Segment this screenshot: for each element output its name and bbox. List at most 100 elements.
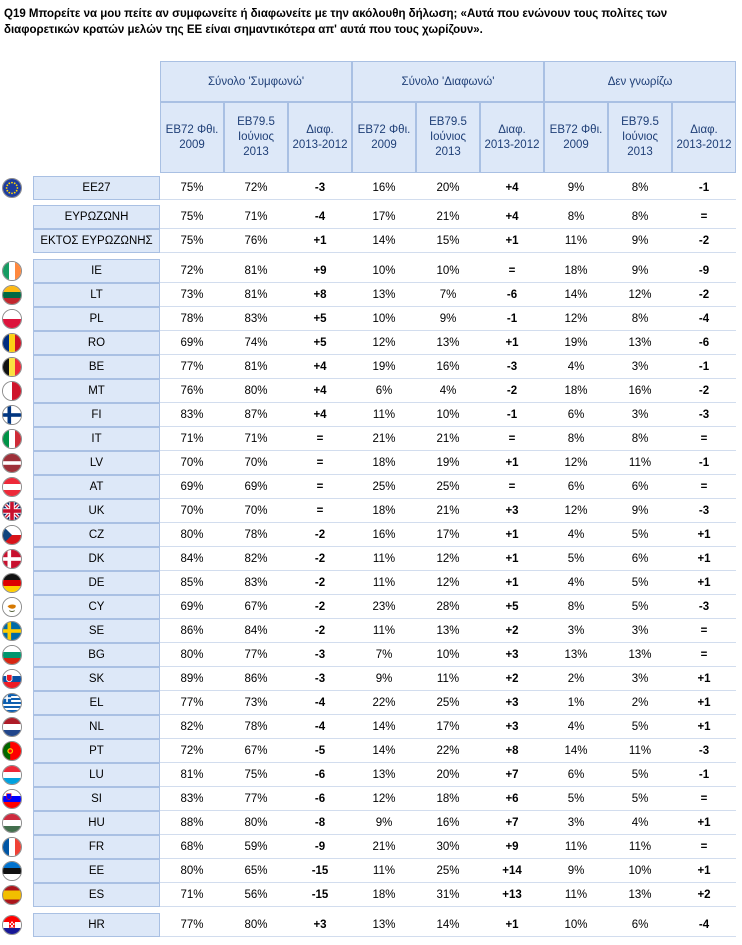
diff-cell: +9 [288, 259, 352, 283]
cy-flag-icon [2, 597, 22, 617]
diff-cell: -2 [288, 595, 352, 619]
diff-cell: = [672, 427, 736, 451]
value-cell: 5% [544, 787, 608, 811]
value-cell: 3% [608, 355, 672, 379]
value-cell: 21% [416, 205, 480, 229]
diff-cell: -3 [480, 355, 544, 379]
value-cell: 8% [608, 307, 672, 331]
diff-cell: -2 [480, 379, 544, 403]
value-cell: 71% [224, 427, 288, 451]
diff-cell: +1 [672, 715, 736, 739]
column-header: ΕΒ72 Φθι. 2009 [160, 102, 224, 173]
value-cell: 11% [608, 739, 672, 763]
diff-cell: +3 [288, 913, 352, 937]
value-cell: 25% [416, 475, 480, 499]
diff-cell: +4 [288, 403, 352, 427]
value-cell: 11% [608, 835, 672, 859]
row-label: EE27 [33, 176, 160, 200]
value-cell: 14% [352, 229, 416, 253]
value-cell: 6% [544, 403, 608, 427]
value-cell: 18% [352, 499, 416, 523]
value-cell: 89% [160, 667, 224, 691]
value-cell: 14% [352, 739, 416, 763]
value-cell: 12% [352, 331, 416, 355]
diff-cell: +1 [480, 571, 544, 595]
value-cell: 10% [352, 259, 416, 283]
value-cell: 21% [352, 835, 416, 859]
be-flag-icon [2, 357, 22, 377]
value-cell: 77% [224, 643, 288, 667]
value-cell: 4% [544, 355, 608, 379]
diff-cell: +1 [480, 547, 544, 571]
row-label: NL [33, 715, 160, 739]
diff-cell: +1 [480, 229, 544, 253]
diff-cell: +3 [480, 499, 544, 523]
value-cell: 82% [224, 547, 288, 571]
diff-cell: +6 [480, 787, 544, 811]
diff-cell: +9 [480, 835, 544, 859]
row-label: FR [33, 835, 160, 859]
value-cell: 9% [352, 811, 416, 835]
value-cell: 13% [608, 331, 672, 355]
diff-cell: +1 [480, 331, 544, 355]
sk-flag-icon [2, 669, 22, 689]
value-cell: 9% [352, 667, 416, 691]
diff-cell: +1 [480, 451, 544, 475]
value-cell: 15% [416, 229, 480, 253]
diff-cell: -6 [672, 331, 736, 355]
value-cell: 16% [416, 355, 480, 379]
diff-cell: -15 [288, 859, 352, 883]
es-flag-icon [2, 885, 22, 905]
diff-cell: -2 [672, 229, 736, 253]
value-cell: 75% [160, 205, 224, 229]
diff-cell: +1 [672, 667, 736, 691]
value-cell: 25% [352, 475, 416, 499]
row-label: DK [33, 547, 160, 571]
value-cell: 5% [608, 715, 672, 739]
diff-cell: = [480, 259, 544, 283]
row-label: DE [33, 571, 160, 595]
value-cell: 4% [544, 715, 608, 739]
row-label: IT [33, 427, 160, 451]
value-cell: 18% [544, 379, 608, 403]
diff-cell: -2 [288, 547, 352, 571]
row-label: PT [33, 739, 160, 763]
diff-cell: +4 [288, 355, 352, 379]
group-header: Δεν γνωρίζω [544, 61, 736, 102]
value-cell: 5% [608, 595, 672, 619]
value-cell: 16% [352, 176, 416, 200]
value-cell: 18% [416, 787, 480, 811]
diff-cell: = [672, 643, 736, 667]
value-cell: 11% [352, 571, 416, 595]
diff-cell: +1 [672, 523, 736, 547]
diff-cell: +1 [672, 859, 736, 883]
value-cell: 11% [544, 835, 608, 859]
value-cell: 84% [160, 547, 224, 571]
value-cell: 83% [160, 787, 224, 811]
value-cell: 12% [544, 499, 608, 523]
pt-flag-icon [2, 741, 22, 761]
diff-cell: -1 [672, 355, 736, 379]
value-cell: 21% [416, 427, 480, 451]
value-cell: 75% [224, 763, 288, 787]
value-cell: 2% [544, 667, 608, 691]
value-cell: 21% [416, 499, 480, 523]
diff-cell: -2 [672, 283, 736, 307]
diff-cell: +1 [672, 571, 736, 595]
value-cell: 13% [608, 883, 672, 907]
value-cell: 14% [416, 913, 480, 937]
value-cell: 9% [608, 229, 672, 253]
value-cell: 12% [608, 283, 672, 307]
diff-cell: -1 [672, 176, 736, 200]
value-cell: 6% [608, 547, 672, 571]
diff-cell: = [480, 427, 544, 451]
value-cell: 80% [160, 643, 224, 667]
value-cell: 8% [608, 427, 672, 451]
nl-flag-icon [2, 717, 22, 737]
value-cell: 74% [224, 331, 288, 355]
value-cell: 23% [352, 595, 416, 619]
value-cell: 4% [416, 379, 480, 403]
diff-cell: = [288, 451, 352, 475]
column-header: ΕΒ79.5 Ιούνιος 2013 [224, 102, 288, 173]
row-label: ΕΚΤΟΣ ΕΥΡΩΖΩΝΗΣ [33, 229, 160, 253]
